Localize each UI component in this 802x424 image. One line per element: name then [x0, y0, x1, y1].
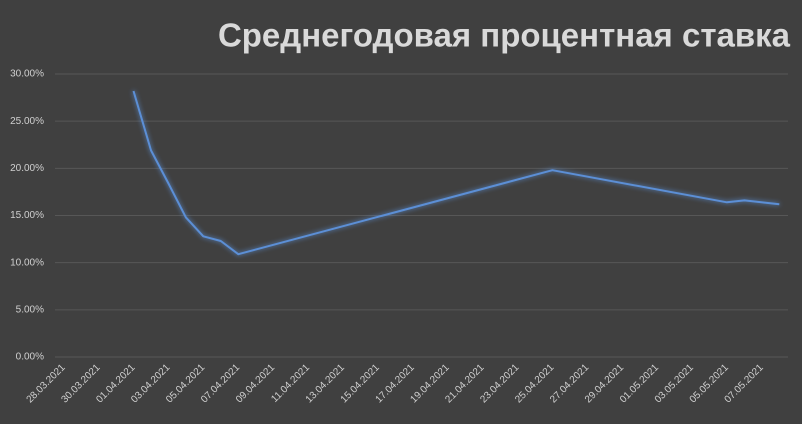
- y-tick-label: 20.00%: [10, 163, 44, 174]
- chart-title: Среднегодовая процентная ставка: [218, 17, 791, 54]
- y-tick-label: 0.00%: [16, 352, 44, 363]
- y-tick-label: 30.00%: [10, 69, 44, 80]
- y-tick-label: 10.00%: [10, 257, 44, 268]
- y-tick-label: 25.00%: [10, 116, 44, 127]
- data-line: [132, 90, 780, 256]
- y-tick-label: 15.00%: [10, 210, 44, 221]
- y-tick-label: 5.00%: [16, 304, 44, 315]
